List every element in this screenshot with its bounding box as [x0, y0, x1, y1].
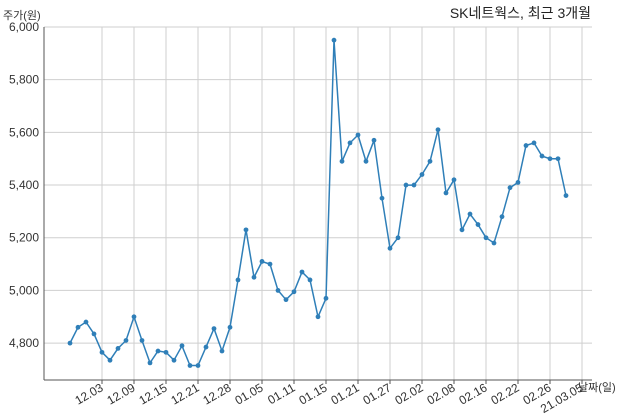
data-point	[99, 349, 105, 355]
data-point	[467, 211, 473, 217]
data-point	[267, 261, 273, 267]
data-point	[83, 319, 89, 325]
data-point	[203, 344, 209, 350]
x-tick-label: 01.11	[265, 380, 298, 407]
data-point	[499, 214, 505, 220]
x-tick-label: 02.16	[456, 380, 489, 407]
data-point	[355, 132, 361, 138]
data-point	[91, 331, 97, 337]
data-point	[403, 182, 409, 188]
data-point	[443, 190, 449, 196]
data-point	[195, 363, 201, 368]
data-point	[283, 297, 289, 303]
data-point	[387, 245, 393, 251]
data-point	[259, 259, 265, 264]
data-point	[315, 314, 321, 320]
data-point	[451, 177, 457, 183]
x-tick-label: 12.21	[168, 380, 201, 407]
y-tick-label: 5,800	[9, 73, 39, 87]
data-point	[339, 158, 345, 164]
data-point	[523, 143, 529, 148]
data-point	[171, 357, 177, 363]
data-point	[363, 158, 369, 164]
data-point	[419, 172, 425, 177]
data-point	[307, 277, 313, 283]
x-tick-label: 12.09	[104, 380, 137, 407]
x-tick-label: 02.08	[424, 380, 457, 407]
data-point	[507, 185, 513, 191]
x-tick-label: 12.28	[200, 380, 233, 407]
y-tick-label: 5,000	[9, 283, 39, 297]
data-point	[75, 324, 81, 330]
grid-layer	[44, 26, 592, 380]
data-point	[331, 37, 337, 43]
data-point	[243, 227, 249, 233]
data-point	[107, 357, 113, 363]
x-tick-label: 01.27	[360, 380, 393, 407]
data-point	[275, 288, 281, 293]
data-point	[219, 348, 225, 354]
axes-layer	[43, 27, 592, 384]
data-point	[531, 140, 537, 146]
x-tick-label: 01.21	[328, 380, 361, 407]
y-tick-label: 4,800	[9, 336, 39, 350]
x-tick-label: 12.15	[136, 380, 169, 407]
data-point	[291, 289, 297, 295]
data-point	[547, 156, 553, 162]
data-point	[155, 348, 161, 354]
data-point	[123, 338, 129, 343]
data-point	[323, 295, 329, 301]
data-point	[147, 360, 153, 366]
data-point	[139, 338, 145, 343]
x-tick-label: 02.22	[488, 380, 521, 407]
data-point	[179, 343, 185, 349]
data-point	[187, 363, 193, 368]
y-tick-label: 6,000	[9, 20, 39, 34]
data-point	[251, 274, 257, 280]
data-point	[163, 349, 169, 355]
data-point	[483, 235, 489, 241]
data-point	[435, 127, 441, 133]
x-tick-label: 01.15	[296, 380, 329, 407]
data-point	[563, 193, 569, 198]
x-tick-label: 12.03	[72, 380, 105, 407]
y-axis-label: 주가(원)	[3, 9, 41, 22]
data-point	[131, 314, 137, 320]
data-point	[491, 240, 497, 246]
data-point	[115, 345, 121, 351]
x-tick-label: 02.02	[392, 380, 425, 407]
x-tick-label: 01.05	[232, 380, 265, 407]
data-point	[371, 137, 377, 143]
data-point	[475, 222, 481, 227]
data-point	[227, 324, 233, 330]
data-point	[539, 153, 545, 159]
data-point	[299, 269, 305, 275]
x-axis-label: 날짜(일)	[578, 380, 616, 394]
y-tick-label: 5,400	[9, 178, 39, 192]
data-point	[347, 140, 353, 146]
data-point	[235, 277, 241, 283]
data-point	[515, 180, 521, 185]
series-layer	[67, 37, 569, 368]
y-tick-label: 5,200	[9, 231, 39, 245]
data-point	[211, 326, 217, 332]
chart-title: SK네트웍스, 최근 3개월	[450, 5, 591, 21]
data-point	[555, 156, 561, 162]
data-point	[411, 182, 417, 188]
data-point	[459, 227, 465, 233]
data-point	[67, 340, 73, 346]
y-tick-label: 5,600	[9, 125, 39, 139]
data-point	[379, 195, 385, 201]
data-point	[427, 158, 433, 164]
data-point	[395, 235, 401, 241]
